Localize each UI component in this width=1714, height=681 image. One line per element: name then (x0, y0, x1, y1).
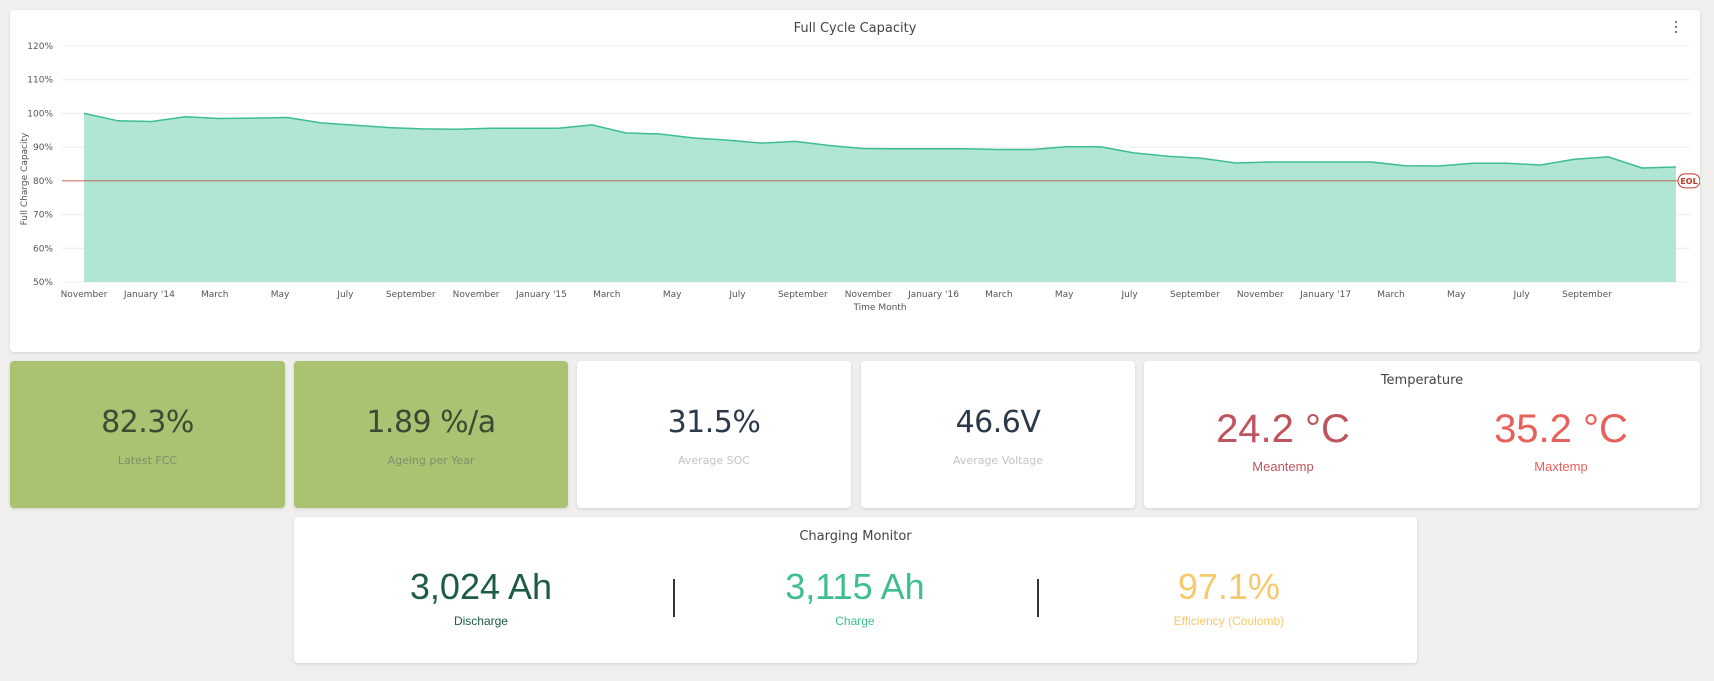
avg-soc-value: 31.5% (667, 405, 761, 440)
y-tick-label: 70% (33, 211, 53, 221)
maxtemp-value: 35.2 °C (1494, 407, 1628, 451)
fcc-chart: 120% 110% 100% 90% 80% 70% 60% 50% November Janu… (20, 42, 1700, 313)
charging-monitor-card: Charging Monitor 3,024 Ah Discharge 3,11… (294, 517, 1417, 663)
eol-badge: EOL (1677, 173, 1700, 189)
discharge-value: 3,024 Ah (409, 566, 553, 607)
ageing-value: 1.89 %/a (366, 405, 496, 440)
x-tick-label: July (728, 290, 746, 300)
temperature-card: Temperature 24.2 °C Meantemp 35.2 °C Max… (1144, 361, 1700, 508)
x-tick-label: January '16 (907, 290, 959, 300)
capacity-line (83, 112, 1677, 169)
x-tick-label: November (61, 290, 108, 300)
x-tick-label: November (453, 290, 500, 300)
divider (1037, 579, 1039, 617)
capacity-area (84, 113, 1676, 283)
avg-voltage-value: 46.6V (955, 405, 1041, 440)
ageing-card: 1.89 %/a Ageing per Year (294, 361, 568, 508)
x-tick-label: May (271, 290, 290, 300)
x-axis-title: Time Month (852, 303, 906, 313)
x-tick-label: July (1120, 290, 1138, 300)
meantemp-label: Meantemp (1252, 459, 1314, 474)
chart-title: Full Cycle Capacity (793, 21, 917, 36)
x-tick-label: March (593, 290, 620, 300)
meantemp-value: 24.2 °C (1216, 407, 1350, 451)
x-tick-label: January '17 (1299, 290, 1351, 300)
x-tick-label: March (201, 290, 228, 300)
x-tick-label: November (1237, 290, 1284, 300)
y-tick-label: 50% (33, 278, 53, 288)
latest-fcc-value: 82.3% (101, 405, 194, 440)
chart-menu-icon[interactable] (1668, 19, 1684, 35)
x-tick-label: May (1447, 290, 1466, 300)
x-tick-label: January '15 (515, 290, 567, 300)
temperature-title: Temperature (1380, 373, 1464, 388)
discharge-label: Discharge (453, 614, 508, 628)
y-tick-label: 100% (27, 109, 53, 119)
divider (673, 579, 675, 617)
y-axis-ticks: 120% 110% 100% 90% 80% 70% 60% 50% (27, 42, 53, 288)
y-tick-label: 110% (27, 76, 53, 86)
avg-voltage-card: 46.6V Average Voltage (861, 361, 1135, 508)
x-tick-label: March (985, 290, 1012, 300)
latest-fcc-card: 82.3% Latest FCC (10, 361, 285, 508)
x-tick-label: May (663, 290, 682, 300)
charge-label: Charge (835, 614, 875, 628)
y-tick-label: 90% (33, 143, 53, 153)
x-tick-label: July (1513, 290, 1531, 300)
x-tick-label: September (1562, 290, 1612, 300)
ageing-label: Ageing per Year (387, 454, 475, 467)
x-tick-label: September (1170, 290, 1220, 300)
x-axis-ticks: November January '14 March May July September… (61, 290, 1613, 300)
avg-soc-label: Average SOC (678, 454, 750, 467)
x-tick-label: November (845, 290, 892, 300)
fcc-chart-card: Full Cycle Capacity 120% 110% 100% 90% 80% 70… (10, 10, 1700, 352)
efficiency-label: Efficiency (Coulomb) (1173, 614, 1285, 628)
y-tick-label: 80% (33, 177, 53, 187)
x-tick-label: July (336, 290, 354, 300)
x-tick-label: March (1377, 290, 1404, 300)
x-tick-label: September (386, 290, 436, 300)
x-tick-label: September (778, 290, 828, 300)
y-axis-title: Full Charge Capacity (20, 132, 30, 225)
avg-voltage-label: Average Voltage (953, 454, 1043, 467)
y-tick-label: 60% (33, 244, 53, 254)
maxtemp-label: Maxtemp (1534, 459, 1588, 474)
charging-monitor-title: Charging Monitor (799, 529, 912, 544)
x-tick-label: January '14 (123, 290, 175, 300)
charge-value: 3,115 Ah (785, 566, 925, 607)
y-tick-label: 120% (27, 42, 53, 52)
latest-fcc-label: Latest FCC (117, 454, 178, 467)
efficiency-value: 97.1% (1177, 566, 1280, 607)
avg-soc-card: 31.5% Average SOC (577, 361, 851, 508)
x-tick-label: May (1055, 290, 1074, 300)
eol-label: EOL (1680, 177, 1697, 186)
